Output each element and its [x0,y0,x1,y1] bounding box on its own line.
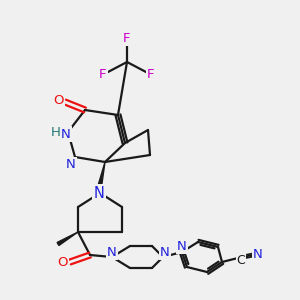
Text: N: N [94,185,104,200]
Text: F: F [147,68,155,82]
Text: N: N [160,245,170,259]
Text: O: O [58,256,68,269]
Text: N: N [66,158,76,172]
Text: H: H [51,125,61,139]
Text: N: N [61,128,71,140]
Polygon shape [57,232,78,245]
Text: N: N [253,248,263,262]
Text: C: C [237,254,245,266]
Text: F: F [99,68,107,82]
Text: N: N [177,239,187,253]
Text: N: N [107,245,117,259]
Text: O: O [54,94,64,107]
Text: F: F [123,32,131,44]
Polygon shape [98,162,105,185]
